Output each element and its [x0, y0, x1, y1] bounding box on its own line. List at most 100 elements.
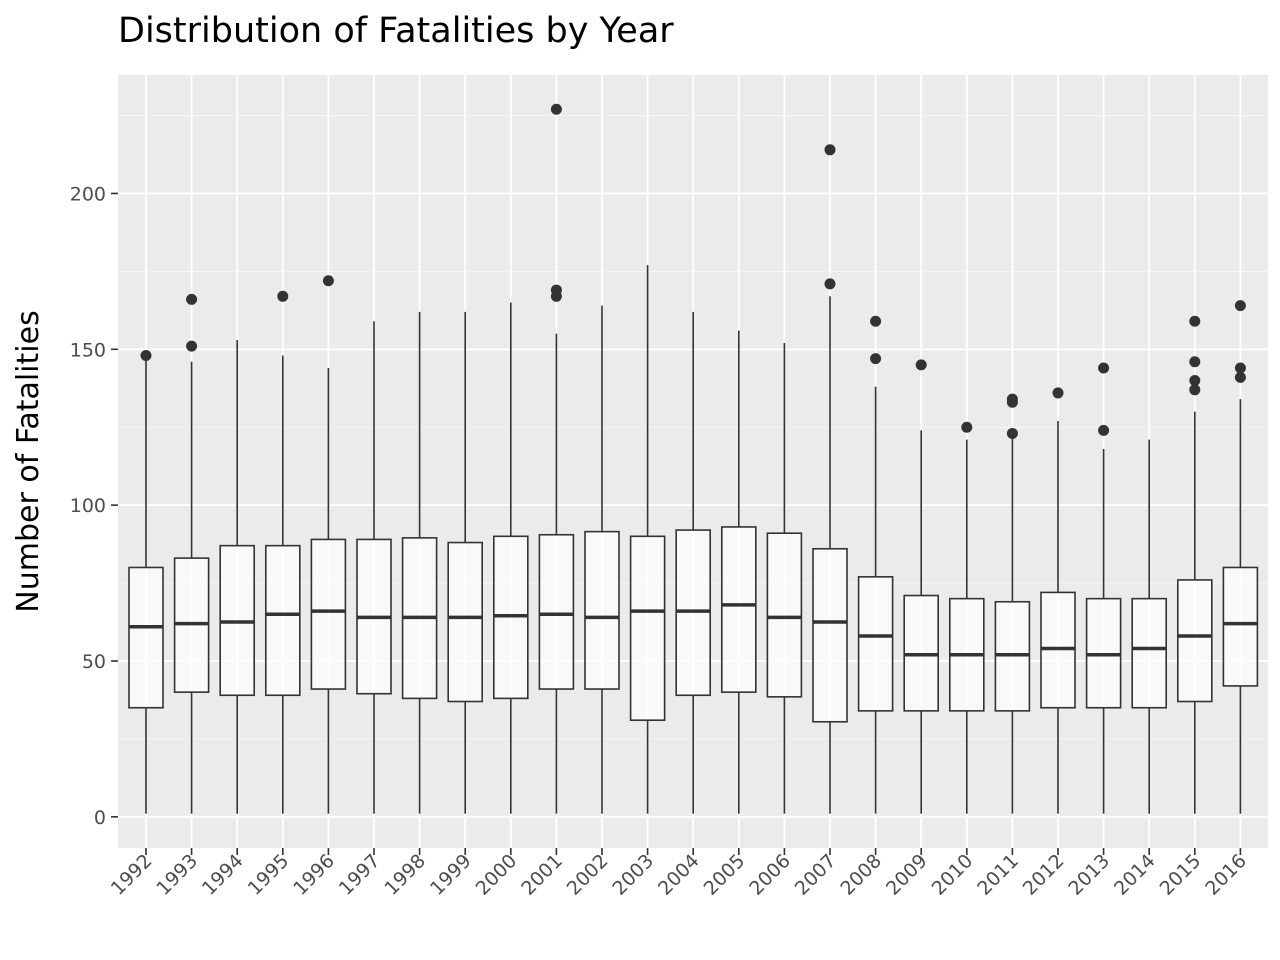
outlier-point: [961, 421, 973, 433]
x-axis: 1992199319941995199619971998199920002001…: [107, 848, 1251, 900]
x-tick-label: 2015: [1156, 850, 1206, 900]
iqr-box: [766, 532, 803, 698]
outlier-point: [824, 278, 836, 290]
chart-title: Distribution of Fatalities by Year: [118, 11, 674, 51]
iqr-box: [264, 544, 301, 697]
y-tick-label: 150: [70, 339, 106, 361]
box-1999: [447, 311, 484, 814]
iqr-box: [128, 566, 164, 709]
outlier-point: [1098, 362, 1110, 374]
box-1998: [401, 311, 438, 814]
box-2015: [1177, 315, 1213, 814]
box-2005: [720, 330, 757, 814]
x-tick-label: 2007: [791, 850, 841, 900]
x-tick-label: 2005: [700, 850, 750, 900]
iqr-box: [1222, 566, 1259, 687]
y-tick-label: 50: [82, 651, 106, 673]
y-tick-label: 0: [94, 807, 106, 829]
x-tick-label: 1994: [198, 850, 248, 900]
outlier-point: [1234, 300, 1246, 312]
x-tick-label: 2008: [836, 850, 886, 900]
box-1992: [128, 350, 164, 814]
x-tick-label: 2002: [563, 850, 613, 900]
box-2014: [1131, 439, 1167, 814]
x-tick-label: 2016: [1201, 850, 1251, 900]
outlier-point: [1189, 356, 1201, 368]
outlier-point: [1234, 371, 1246, 383]
box-1994: [219, 339, 255, 814]
outlier-point: [870, 315, 882, 327]
outlier-point: [1052, 387, 1064, 399]
x-tick-label: 1996: [289, 850, 339, 900]
box-2003: [629, 265, 666, 814]
box-2007: [812, 144, 848, 814]
box-1996: [310, 275, 347, 814]
x-tick-label: 2004: [654, 850, 704, 900]
outlier-point: [1234, 362, 1246, 374]
box-2016: [1222, 300, 1259, 814]
x-tick-label: 1995: [244, 850, 294, 900]
iqr-box: [1177, 579, 1213, 703]
x-tick-label: 1999: [426, 850, 476, 900]
box-2013: [1085, 362, 1122, 814]
iqr-box: [538, 533, 575, 690]
y-tick-label: 200: [70, 183, 106, 205]
outlier-point: [1189, 315, 1201, 327]
x-tick-label: 2010: [928, 850, 978, 900]
iqr-box: [584, 530, 620, 690]
box-marks: [128, 103, 1259, 814]
y-axis-label: Number of Fatalities: [11, 310, 46, 612]
outlier-point: [1189, 374, 1201, 386]
outlier-point: [322, 275, 334, 287]
x-tick-label: 2014: [1110, 850, 1160, 900]
box-2004: [675, 311, 712, 814]
outlier-point: [277, 290, 289, 302]
outlier-point: [186, 340, 198, 352]
iqr-box: [720, 526, 757, 693]
box-2000: [492, 302, 529, 814]
box-1993: [173, 293, 210, 814]
x-tick-label: 1998: [380, 850, 430, 900]
outlier-point: [1098, 424, 1110, 436]
x-tick-label: 2000: [472, 850, 522, 900]
iqr-box: [310, 538, 347, 690]
x-tick-label: 1993: [152, 850, 202, 900]
outlier-point: [550, 284, 562, 296]
box-2011: [994, 393, 1031, 814]
outlier-point: [915, 359, 927, 371]
x-tick-label: 2012: [1019, 850, 1069, 900]
box-2008: [857, 315, 894, 814]
box-2001: [538, 103, 575, 814]
iqr-box: [629, 535, 666, 722]
y-axis: 0 50 100 150 200: [70, 183, 118, 829]
x-tick-label: 2013: [1064, 850, 1114, 900]
iqr-box: [812, 547, 848, 723]
x-tick-label: 2003: [608, 850, 658, 900]
x-tick-label: 1997: [335, 850, 385, 900]
outlier-point: [824, 144, 836, 156]
box-2009: [903, 359, 940, 814]
outlier-point: [1189, 384, 1201, 396]
outlier-point: [140, 350, 152, 362]
iqr-box: [1131, 597, 1167, 709]
box-2012: [1040, 387, 1076, 814]
box-2006: [766, 343, 803, 814]
outlier-point: [870, 353, 882, 365]
x-tick-label: 2009: [882, 850, 932, 900]
iqr-box: [447, 541, 484, 703]
y-tick-label: 100: [70, 495, 106, 517]
x-tick-label: 2006: [745, 850, 795, 900]
outlier-point: [550, 103, 562, 115]
outlier-point: [186, 293, 198, 305]
box-1997: [356, 321, 392, 814]
x-tick-label: 2011: [973, 850, 1023, 900]
x-tick-label: 2001: [517, 850, 567, 900]
box-1995: [264, 290, 301, 814]
outlier-point: [1006, 393, 1018, 405]
outlier-point: [1006, 427, 1018, 439]
x-tick-label: 1992: [107, 850, 157, 900]
box-2010: [948, 421, 985, 814]
iqr-box: [857, 576, 894, 712]
box-2002: [584, 305, 620, 814]
